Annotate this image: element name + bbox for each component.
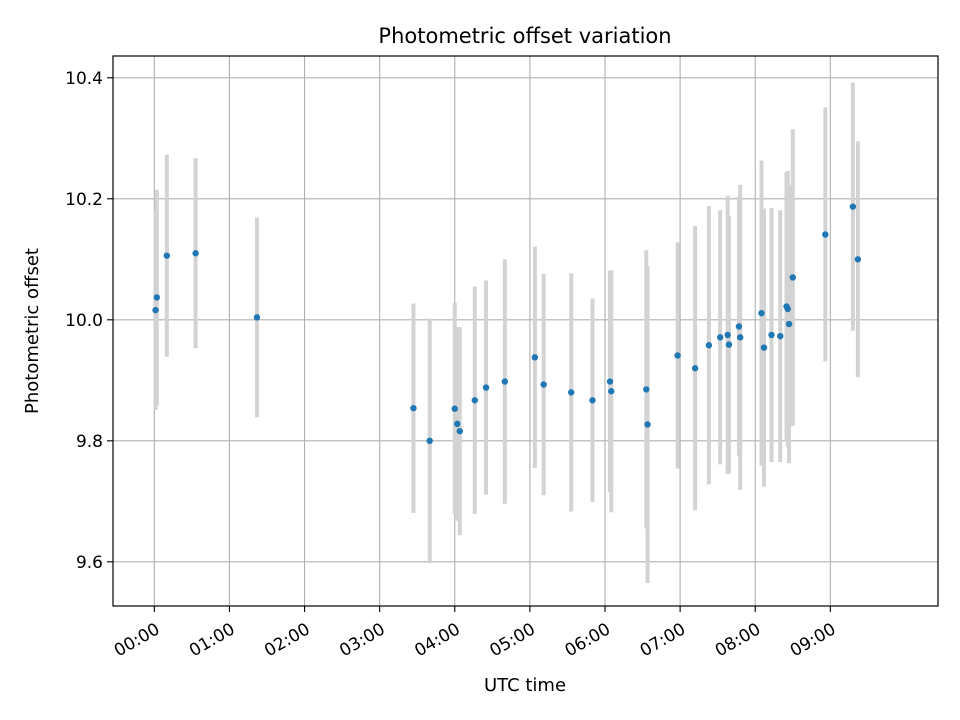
x-axis-title: UTC time [484, 675, 566, 696]
data-point [822, 231, 829, 238]
data-point [454, 420, 461, 428]
data-point [606, 378, 614, 385]
y-tick-label: 10.4 [65, 69, 103, 89]
data-point [540, 381, 547, 388]
data-point [789, 274, 796, 281]
y-tick-label: 9.8 [76, 432, 103, 452]
y-tick-label: 9.6 [76, 553, 103, 573]
data-point [758, 309, 765, 317]
data-points [152, 203, 862, 445]
data-point [531, 354, 539, 361]
data-point [705, 342, 713, 349]
data-point [785, 320, 793, 328]
data-point [482, 384, 490, 391]
data-point [192, 250, 199, 257]
data-point [737, 334, 744, 341]
data-point [410, 404, 417, 412]
data-point [691, 365, 699, 372]
data-point [153, 294, 161, 301]
data-point [253, 314, 261, 321]
data-point [451, 405, 458, 412]
data-point [716, 334, 724, 341]
data-point [644, 421, 651, 428]
data-point [608, 388, 615, 395]
data-point [643, 386, 650, 393]
data-point [777, 332, 784, 340]
plot-frame [112, 55, 939, 607]
chart-title: Photometric offset variation [378, 24, 671, 48]
data-point [567, 389, 575, 396]
data-point [456, 427, 463, 435]
y-axis-title: Photometric offset [22, 248, 43, 414]
data-point [674, 352, 681, 359]
data-point [725, 341, 733, 348]
data-point [760, 344, 768, 351]
data-point [501, 378, 509, 385]
data-point [426, 437, 433, 445]
data-point [471, 397, 478, 404]
data-point [735, 323, 743, 330]
data-point [854, 256, 862, 263]
data-point [768, 331, 775, 339]
data-point [724, 331, 731, 339]
data-point [849, 203, 857, 210]
data-point [163, 252, 171, 259]
data-point [589, 397, 596, 404]
y-tick-label: 10.0 [65, 311, 103, 331]
y-tick-label: 10.2 [65, 190, 103, 210]
data-point [784, 305, 791, 313]
data-point [152, 306, 159, 314]
